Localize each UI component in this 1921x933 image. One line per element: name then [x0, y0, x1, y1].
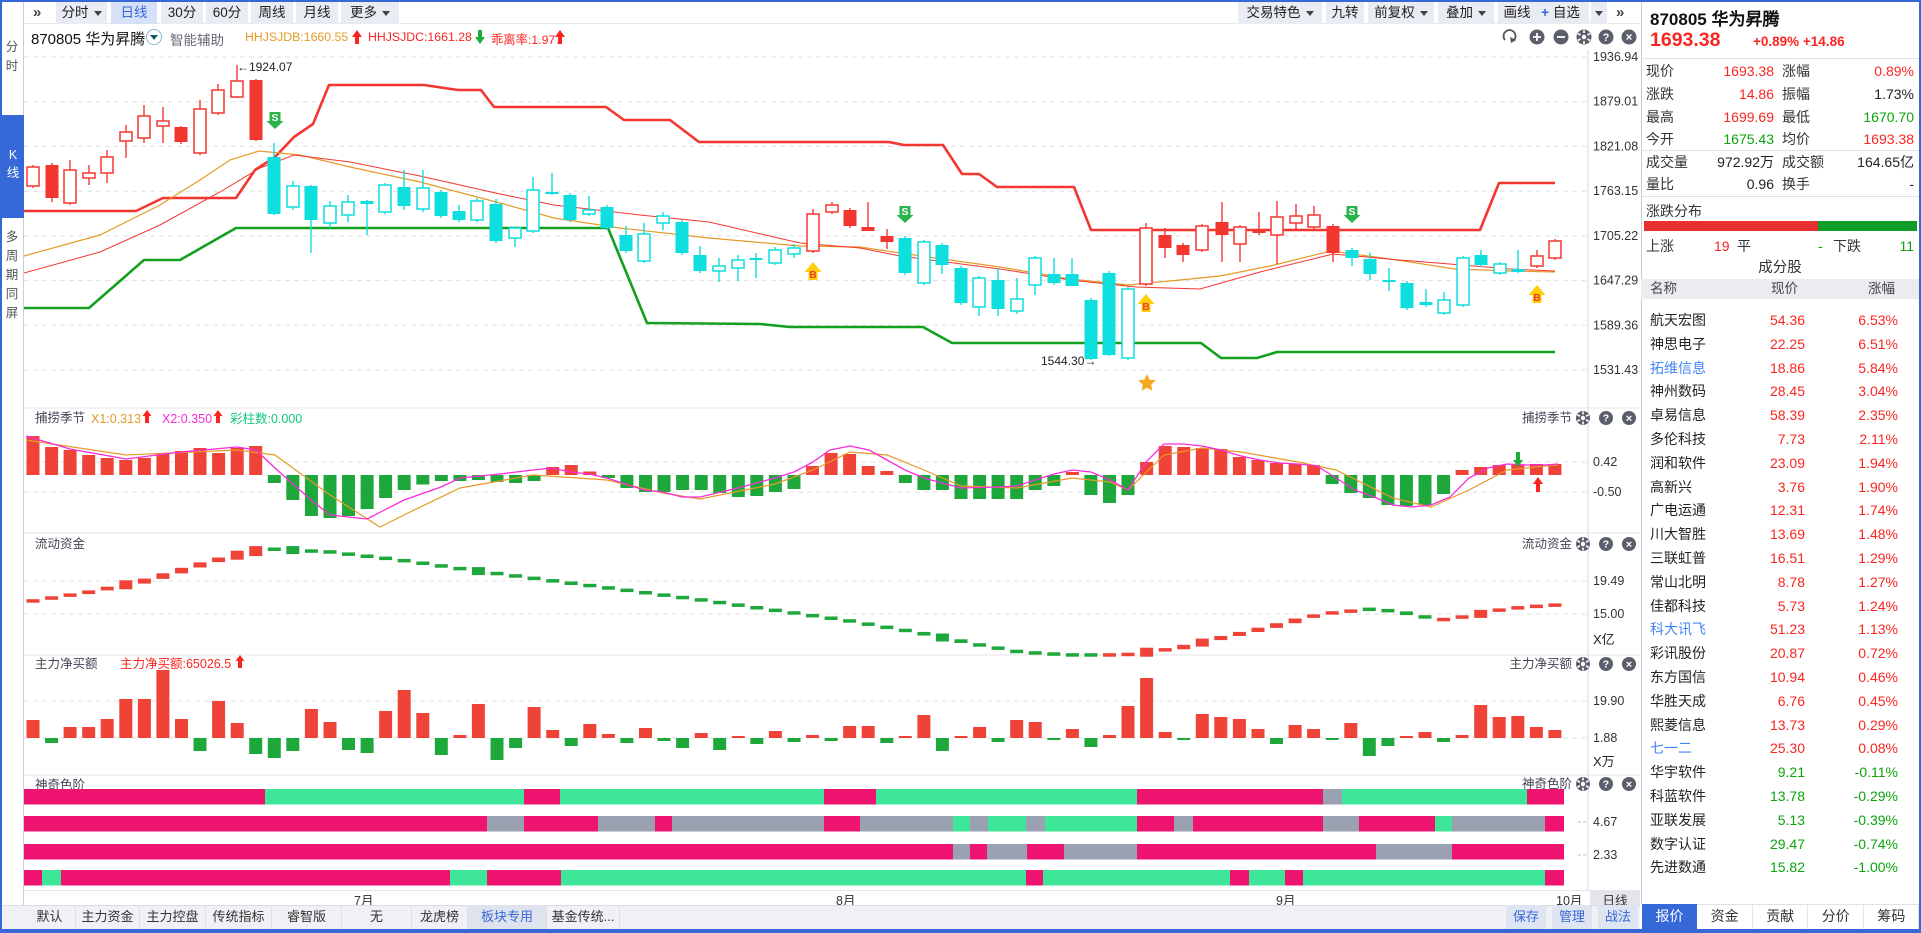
svg-text:1763.15: 1763.15 [1593, 184, 1638, 198]
svg-text:1879.01: 1879.01 [1593, 95, 1638, 109]
svg-text:B: B [1142, 301, 1150, 313]
svg-text:←1924.07: ←1924.07 [237, 60, 293, 74]
svg-text:流动资金: 流动资金 [35, 536, 86, 551]
svg-text:1531.43: 1531.43 [1593, 363, 1638, 377]
svg-text:S: S [901, 206, 908, 218]
svg-text:1647.29: 1647.29 [1593, 274, 1638, 288]
svg-text:1936.94: 1936.94 [1593, 50, 1638, 64]
svg-text:19.49: 19.49 [1593, 574, 1624, 588]
svg-text:?: ? [1603, 779, 1609, 791]
svg-text:X2:0.350: X2:0.350 [162, 412, 212, 426]
svg-text:1.88: 1.88 [1593, 731, 1617, 745]
svg-text:15.00: 15.00 [1593, 607, 1624, 621]
svg-text:19.90: 19.90 [1593, 694, 1624, 708]
svg-text:?: ? [1603, 32, 1610, 44]
svg-text:主力净买额:65026.5: 主力净买额:65026.5 [120, 657, 231, 671]
svg-text:1589.36: 1589.36 [1593, 318, 1638, 332]
svg-text:×: × [1626, 32, 1633, 44]
svg-text:X1:0.313: X1:0.313 [91, 412, 141, 426]
svg-text:?: ? [1603, 659, 1609, 671]
svg-text:×: × [1626, 659, 1632, 671]
svg-text:1544.30→: 1544.30→ [1041, 354, 1096, 368]
svg-text:主力净买额: 主力净买额 [35, 657, 98, 671]
svg-text:4.67: 4.67 [1593, 815, 1617, 829]
svg-text:1705.22: 1705.22 [1593, 229, 1638, 243]
svg-text:2.33: 2.33 [1593, 848, 1617, 862]
svg-text:B: B [809, 269, 817, 281]
svg-text:×: × [1626, 539, 1632, 551]
svg-text:神奇色阶: 神奇色阶 [35, 777, 86, 792]
svg-text:0.42: 0.42 [1593, 455, 1617, 469]
svg-text:-0.50: -0.50 [1593, 485, 1622, 499]
svg-text:捕捞季节: 捕捞季节 [1522, 410, 1572, 425]
svg-text:?: ? [1603, 413, 1609, 425]
svg-text:彩柱数:0.000: 彩柱数:0.000 [230, 411, 302, 426]
svg-text:B: B [1533, 292, 1541, 304]
svg-text:S: S [1348, 206, 1355, 218]
svg-text:捕捞季节: 捕捞季节 [35, 410, 85, 425]
svg-text:主力净买额: 主力净买额 [1509, 657, 1572, 671]
svg-text:X亿: X亿 [1593, 632, 1615, 647]
svg-text:?: ? [1603, 539, 1609, 551]
svg-text:×: × [1626, 779, 1632, 791]
svg-text:×: × [1626, 413, 1632, 425]
svg-text:S: S [271, 112, 278, 124]
svg-text:神奇色阶: 神奇色阶 [1522, 776, 1573, 791]
svg-text:1821.08: 1821.08 [1593, 139, 1638, 153]
svg-text:流动资金: 流动资金 [1522, 536, 1573, 551]
svg-text:X万: X万 [1593, 754, 1615, 769]
